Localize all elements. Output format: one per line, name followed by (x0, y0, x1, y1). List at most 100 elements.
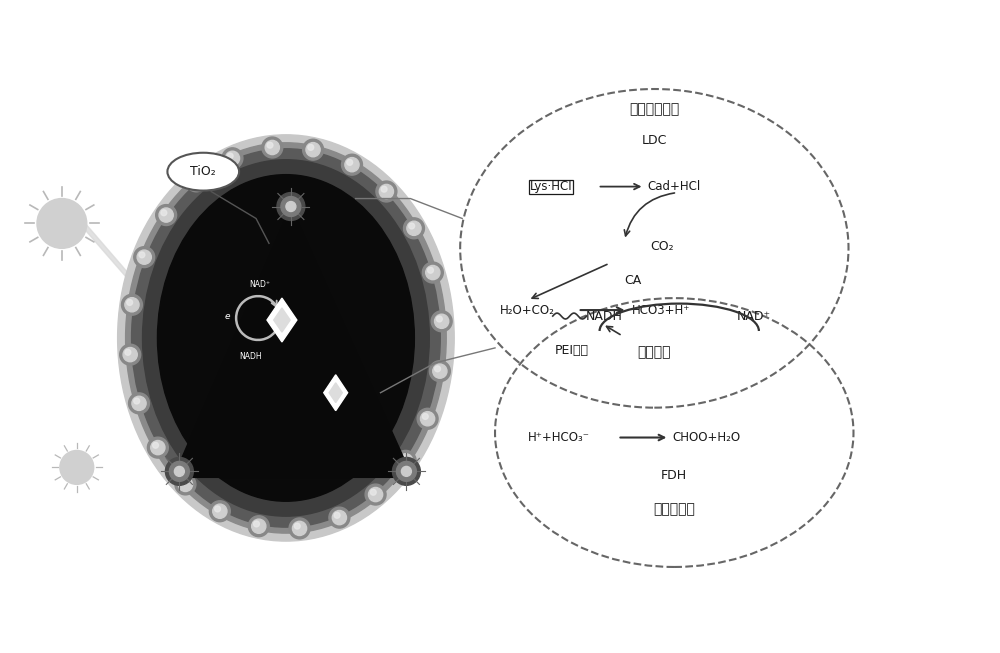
Circle shape (277, 193, 305, 221)
Circle shape (120, 344, 141, 365)
Circle shape (248, 516, 269, 537)
Text: 赖氨酸脱羚醂: 赖氨酸脱羚醂 (629, 102, 679, 116)
Circle shape (306, 142, 320, 157)
Circle shape (281, 197, 301, 217)
Circle shape (227, 153, 233, 159)
Circle shape (392, 458, 420, 485)
Circle shape (161, 210, 167, 215)
Circle shape (151, 441, 165, 454)
Circle shape (125, 349, 131, 355)
Circle shape (147, 437, 168, 458)
Circle shape (422, 413, 428, 419)
Text: H⁺+HCO₃⁻: H⁺+HCO₃⁻ (528, 431, 590, 444)
Polygon shape (274, 308, 290, 332)
Circle shape (222, 148, 243, 168)
Circle shape (213, 504, 227, 518)
Circle shape (435, 314, 449, 328)
Circle shape (60, 451, 94, 485)
Ellipse shape (126, 143, 446, 533)
Circle shape (433, 364, 447, 378)
Circle shape (407, 221, 421, 235)
Polygon shape (267, 298, 297, 342)
Circle shape (431, 311, 452, 332)
Circle shape (289, 518, 310, 539)
Circle shape (134, 398, 140, 404)
Circle shape (286, 202, 296, 212)
Text: CO₂: CO₂ (650, 240, 674, 253)
Ellipse shape (132, 149, 440, 527)
Circle shape (122, 295, 142, 315)
Circle shape (368, 487, 383, 502)
Circle shape (379, 184, 394, 199)
Circle shape (267, 142, 273, 148)
Polygon shape (173, 206, 412, 477)
Circle shape (37, 199, 87, 248)
Ellipse shape (118, 135, 454, 541)
Circle shape (262, 137, 283, 158)
Circle shape (347, 159, 353, 165)
Text: PEI固定: PEI固定 (555, 344, 589, 357)
Circle shape (399, 454, 413, 468)
Circle shape (265, 140, 279, 155)
Circle shape (409, 223, 415, 229)
Circle shape (381, 186, 387, 192)
Circle shape (365, 484, 386, 505)
Circle shape (225, 151, 240, 165)
Circle shape (329, 507, 350, 528)
Text: HCO3+H⁺: HCO3+H⁺ (631, 304, 690, 317)
Circle shape (123, 347, 137, 362)
Text: NADH: NADH (586, 310, 623, 323)
Circle shape (332, 511, 346, 525)
Circle shape (420, 411, 435, 426)
Circle shape (180, 479, 186, 485)
Circle shape (292, 521, 307, 535)
Circle shape (137, 250, 151, 264)
Circle shape (396, 462, 416, 481)
Circle shape (178, 477, 193, 492)
Circle shape (165, 458, 193, 485)
Circle shape (436, 316, 442, 322)
Circle shape (395, 451, 416, 471)
Text: 碳酸酯醂: 碳酸酯醂 (638, 345, 671, 359)
Text: Cad+HCl: Cad+HCl (647, 180, 701, 193)
Circle shape (435, 366, 440, 372)
Circle shape (252, 519, 266, 534)
Circle shape (370, 489, 376, 495)
Ellipse shape (167, 153, 239, 191)
Text: FDH: FDH (661, 469, 687, 482)
Circle shape (191, 176, 197, 182)
Circle shape (303, 139, 324, 160)
Text: NAD⁺: NAD⁺ (737, 310, 771, 323)
Text: e: e (224, 311, 230, 321)
Circle shape (254, 521, 259, 527)
Circle shape (345, 157, 359, 172)
Ellipse shape (143, 160, 429, 516)
Circle shape (308, 144, 314, 150)
Circle shape (139, 252, 145, 258)
Circle shape (189, 174, 203, 189)
Circle shape (132, 396, 146, 411)
Circle shape (153, 442, 158, 448)
Text: TiO₂: TiO₂ (190, 165, 216, 178)
Text: NADH: NADH (239, 352, 261, 361)
Ellipse shape (157, 174, 414, 502)
Circle shape (169, 462, 189, 481)
Polygon shape (329, 383, 342, 403)
Circle shape (417, 408, 438, 429)
Circle shape (159, 208, 173, 222)
Polygon shape (70, 206, 231, 398)
Circle shape (401, 466, 411, 476)
Text: CHOO+H₂O: CHOO+H₂O (672, 431, 740, 444)
Text: LDC: LDC (642, 135, 667, 148)
Text: H₂O+CO₂: H₂O+CO₂ (500, 304, 555, 317)
Circle shape (404, 218, 424, 239)
Polygon shape (324, 375, 348, 411)
Circle shape (156, 204, 177, 225)
Text: 甲酸脱氢醂: 甲酸脱氢醂 (653, 502, 695, 517)
Circle shape (134, 247, 155, 268)
Circle shape (175, 474, 196, 495)
Circle shape (125, 298, 139, 312)
Circle shape (209, 501, 230, 522)
Circle shape (174, 466, 184, 476)
Circle shape (429, 360, 450, 381)
